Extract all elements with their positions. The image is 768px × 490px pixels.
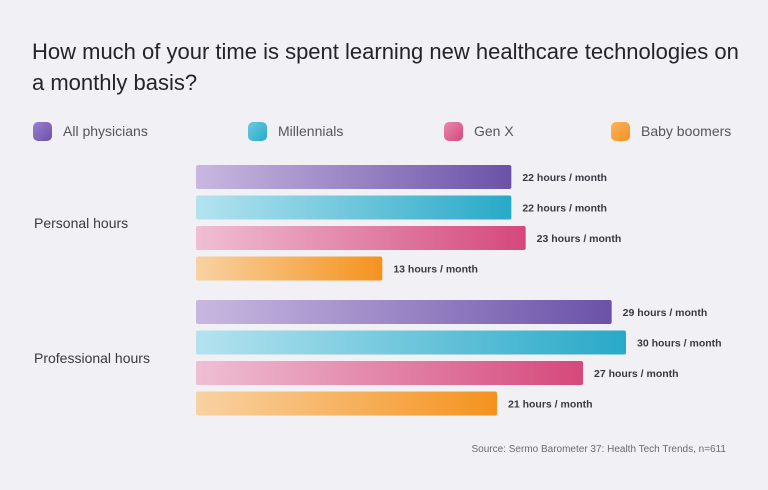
bar-millennials-personal-hours (196, 195, 512, 220)
legend-label: Gen X (474, 123, 514, 139)
legend-swatch (33, 121, 52, 141)
bar-value-label: 21 hours / month (508, 399, 593, 411)
bar-gen-x-personal-hours (196, 226, 526, 250)
legend-label: Baby boomers (641, 123, 732, 139)
bar-all-physicians-personal-hours (196, 165, 512, 189)
chart-title: How much of your time is spent learning … (32, 39, 739, 95)
legend-swatch (611, 121, 630, 141)
legend-swatch (444, 121, 463, 141)
bar-value-label: 22 hours / month (522, 172, 607, 184)
bar-value-label: 22 hours / month (522, 203, 607, 215)
bar-value-label: 29 hours / month (623, 307, 708, 319)
bar-value-label: 23 hours / month (537, 233, 622, 245)
bar-gen-x-professional-hours (196, 361, 583, 385)
bar-baby-boomers-personal-hours (196, 256, 383, 281)
legend-label: Millennials (278, 123, 344, 139)
legend-item-all-physicians: All physicians (33, 120, 148, 142)
legend-item-millennials: Millennials (248, 120, 343, 142)
bar-all-physicians-professional-hours (196, 300, 612, 324)
source-note: Source: Sermo Barometer 37: Health Tech … (471, 444, 727, 455)
legend-swatch (248, 121, 267, 141)
category-label-professional-hours: Professional hours (34, 350, 150, 366)
bar-millennials-professional-hours (196, 330, 626, 355)
legend-label: All physicians (63, 123, 148, 139)
bar-baby-boomers-professional-hours (196, 391, 497, 416)
category-label-personal-hours: Personal hours (34, 215, 129, 231)
bar-value-label: 13 hours / month (393, 264, 478, 276)
legend-item-gen-x: Gen X (444, 120, 514, 142)
bar-value-label: 27 hours / month (594, 368, 679, 380)
legend-item-baby-boomers: Baby boomers (611, 120, 731, 142)
bar-value-label: 30 hours / month (637, 338, 722, 350)
